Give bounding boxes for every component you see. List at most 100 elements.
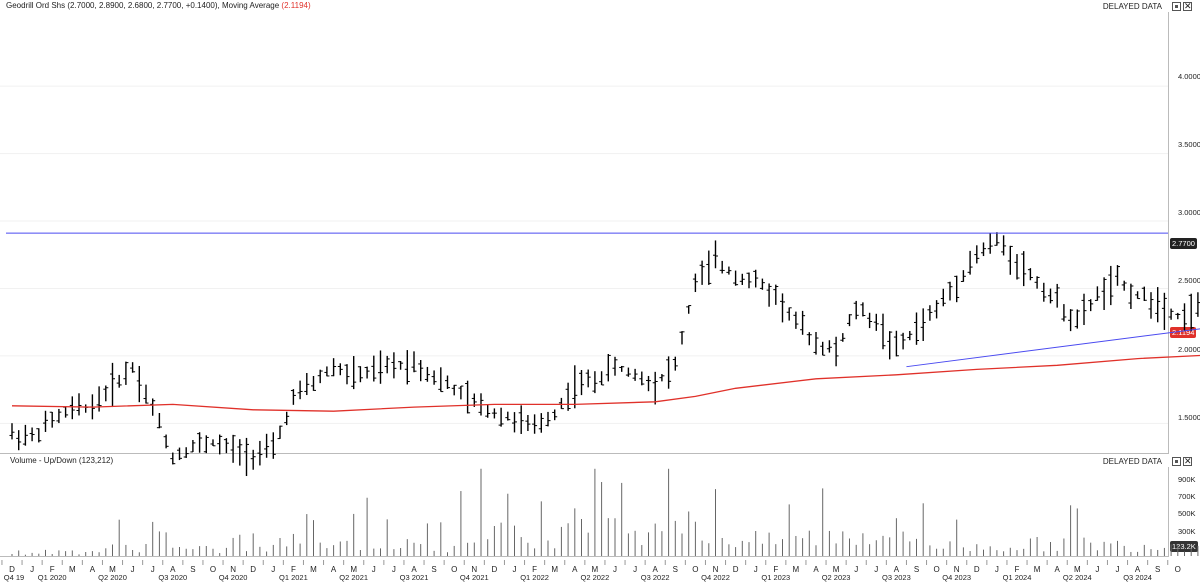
moving-average-line [11, 354, 1200, 412]
x-quarter-label: Q2 2022 [580, 573, 610, 582]
x-quarter-label: Q3 2024 [1123, 573, 1152, 582]
x-month-label: J [130, 565, 135, 574]
x-month-label: N [471, 565, 478, 574]
x-month-label: A [170, 565, 176, 574]
x-month-label: M [68, 565, 76, 574]
x-quarter-label: Q1 2020 [37, 573, 67, 582]
x-month-label: J [994, 565, 999, 574]
x-month-label: M [591, 565, 599, 574]
x-month-label: F [532, 565, 538, 574]
x-month-label: J [874, 565, 879, 574]
x-month-label: O [209, 565, 217, 574]
x-month-label: J [854, 565, 859, 574]
x-month-label: D [732, 565, 739, 574]
x-month-label: F [290, 565, 296, 574]
volume-panel[interactable] [0, 467, 1169, 557]
moving-average-badge: 2.1194 [1170, 327, 1197, 338]
x-month-label: N [953, 565, 960, 574]
x-quarter-label: Q3 2022 [640, 573, 670, 582]
x-month-label: M [1033, 565, 1041, 574]
price-panel[interactable] [0, 12, 1169, 454]
x-quarter-label: Q4 2023 [942, 573, 972, 582]
last-price-badge: 2.7700 [1170, 238, 1197, 249]
x-month-label: D [9, 565, 15, 574]
y-tick-label: 3.0000 [1178, 208, 1200, 217]
x-month-label: J [1095, 565, 1100, 574]
moving-average-value: (2.1194) [281, 1, 311, 10]
x-month-label: M [109, 565, 116, 574]
x-month-label: A [89, 565, 96, 574]
x-quarter-label: Q1 2022 [520, 573, 549, 582]
x-month-label: N [230, 565, 236, 574]
x-month-label: O [451, 565, 458, 574]
volume-close-icon[interactable]: ✕ [1183, 456, 1192, 466]
x-month-label: F [1014, 565, 1020, 574]
x-quarter-label: Q1 2021 [279, 573, 308, 582]
x-month-label: A [411, 565, 417, 574]
x-month-label: S [672, 565, 678, 574]
x-month-label: J [371, 565, 376, 574]
volume-y-tick-label: 300K [1178, 527, 1196, 536]
x-quarter-label: Q2 2021 [339, 573, 369, 582]
x-quarter-label: Q4 19 [3, 573, 25, 582]
x-month-label: D [250, 565, 257, 574]
x-month-label: M [350, 565, 358, 574]
x-quarter-label: Q4 2022 [701, 573, 730, 582]
x-month-label: J [1115, 565, 1120, 574]
close-icon[interactable]: ✕ [1183, 1, 1192, 11]
x-month-label: A [813, 565, 819, 574]
x-month-label: A [1054, 565, 1060, 574]
volume-y-tick-label: 500K [1178, 509, 1196, 518]
x-quarter-label: Q1 2023 [761, 573, 791, 582]
x-month-label: D [491, 565, 498, 574]
x-month-label: S [913, 565, 920, 574]
x-quarter-label: Q2 2023 [821, 573, 851, 582]
maximize-icon[interactable] [1172, 2, 1181, 11]
volume-y-tick-label: 900K [1178, 475, 1196, 484]
moving-average-label: Moving Average [221, 1, 280, 10]
x-month-label: M [1073, 565, 1081, 574]
x-month-label: A [1134, 565, 1141, 574]
x-month-label: J [633, 565, 638, 574]
price-chart-title: Geodrill Ord Shs (2.7000, 2.8900, 2.6800… [6, 1, 311, 10]
x-quarter-label: Q3 2021 [399, 573, 429, 582]
ohlc-values: (2.7000, 2.8900, 2.6800, 2.7700, +0.1400… [67, 1, 218, 10]
x-month-label: M [551, 565, 559, 574]
x-month-label: A [330, 565, 337, 574]
x-month-label: M [310, 565, 317, 574]
x-month-label: J [150, 565, 155, 574]
x-month-label: F [773, 565, 779, 574]
x-month-label: D [973, 565, 980, 574]
security-name: Geodrill Ord Shs [6, 1, 66, 10]
x-month-label: M [832, 565, 840, 574]
x-month-label: S [1155, 565, 1161, 574]
x-month-label: A [893, 565, 900, 574]
support-trendline [906, 328, 1200, 368]
y-tick-label: 3.5000 [1178, 140, 1200, 149]
x-quarter-label: Q2 2024 [1062, 573, 1092, 582]
x-quarter-label: Q4 2020 [218, 573, 248, 582]
x-quarter-label: Q3 2020 [158, 573, 188, 582]
x-month-label: O [933, 565, 940, 574]
x-quarter-label: Q2 2020 [98, 573, 127, 582]
volume-maximize-icon[interactable] [1172, 457, 1181, 466]
volume-title: Volume - Up/Down (123,212) [10, 456, 114, 465]
x-month-label: J [613, 565, 617, 574]
y-tick-label: 2.5000 [1178, 276, 1200, 285]
delayed-data-label: DELAYED DATA [1102, 2, 1162, 11]
x-quarter-label: Q1 2024 [1002, 573, 1032, 582]
x-month-label: J [271, 565, 276, 574]
y-tick-label: 2.0000 [1178, 345, 1200, 354]
x-month-label: N [712, 565, 719, 574]
x-month-label: M [792, 565, 800, 574]
x-month-label: S [431, 565, 437, 574]
x-month-label: J [391, 565, 396, 574]
volume-y-tick-label: 700K [1178, 492, 1196, 501]
volume-delayed-label: DELAYED DATA [1102, 457, 1162, 466]
x-month-label: O [1174, 565, 1181, 574]
x-quarter-label: Q4 2021 [459, 573, 489, 582]
x-quarter-label: Q3 2023 [882, 573, 911, 582]
x-month-label: J [512, 565, 517, 574]
x-month-label: O [692, 565, 699, 574]
